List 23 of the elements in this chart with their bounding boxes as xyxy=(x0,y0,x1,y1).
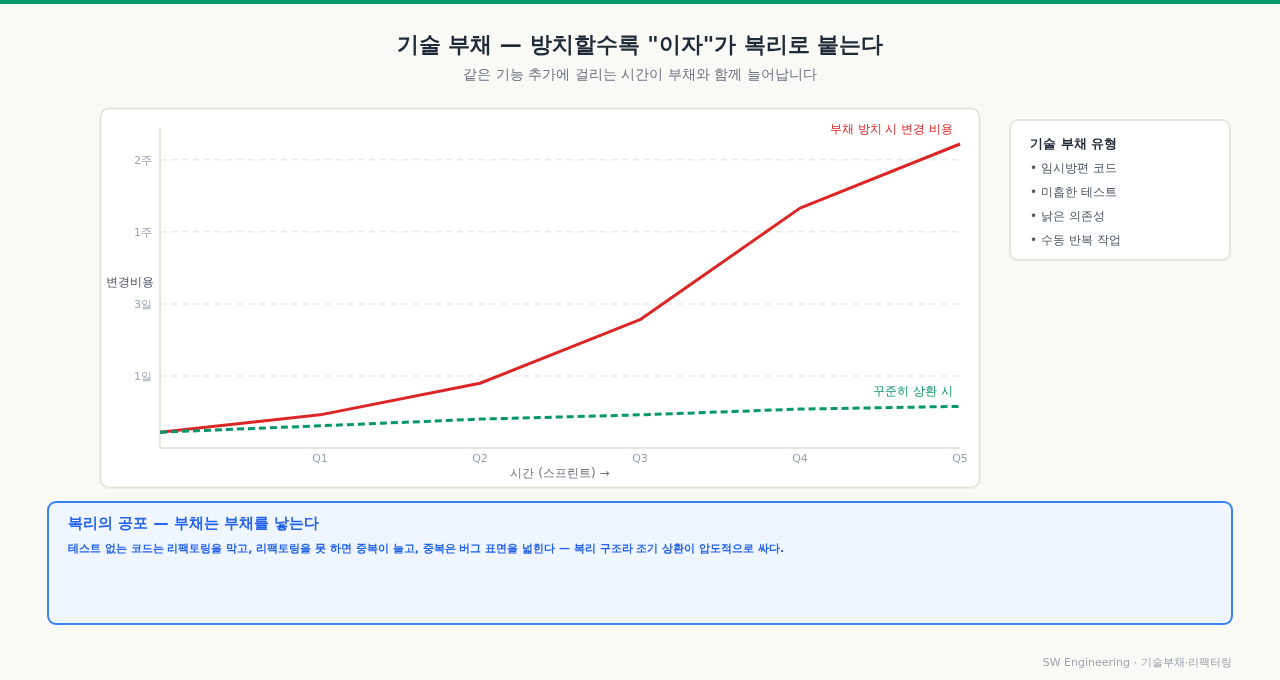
x-tick-label: Q1 xyxy=(312,452,328,465)
text: • 임시방편 코드 xyxy=(1030,161,1117,175)
y-axis-title: 변경비용 xyxy=(106,275,154,289)
ref-line-label: 1일 xyxy=(134,369,152,383)
text: SW Engineering · 기술부채·리팩터링 xyxy=(1042,656,1232,669)
chart-subtitle: 같은 기능 추가에 걸리는 시간이 부채와 함께 늘어납니다 xyxy=(463,66,817,82)
chart-title: 기술 부채 — 방치할수록 "이자"가 복리로 붙는다 xyxy=(396,32,884,57)
x-tick-label: Q3 xyxy=(632,452,648,465)
text: • 미흡한 테스트 xyxy=(1030,185,1117,199)
text: 기술 부채 유형 xyxy=(1030,136,1118,151)
text: 복리의 공포 — 부채는 부채를 낳는다 xyxy=(68,514,320,532)
x-axis-title: 시간 (스프린트) → xyxy=(510,466,610,480)
text: • 낡은 의존성 xyxy=(1030,209,1105,223)
x-tick-label: Q2 xyxy=(472,452,488,465)
ref-line-label: 2주 xyxy=(134,153,152,167)
series-label: 부채 방치 시 변경 비용 xyxy=(829,122,953,136)
x-tick-label: Q5 xyxy=(952,452,968,465)
ref-line-label: 3일 xyxy=(134,297,152,311)
x-tick-label: Q4 xyxy=(792,452,808,465)
ref-line-label: 1주 xyxy=(134,225,152,239)
text: 테스트 없는 코드는 리팩토링을 막고, 리팩토링을 못 하면 중복이 늘고, 중복은 버그 표면을 넓힌다 — 복리 구조라 조기 상환이 압도적으로 싸다. xyxy=(68,542,785,555)
series-label: 꾸준히 상환 시 xyxy=(873,384,953,399)
text: • 수동 반복 작업 xyxy=(1030,233,1121,247)
